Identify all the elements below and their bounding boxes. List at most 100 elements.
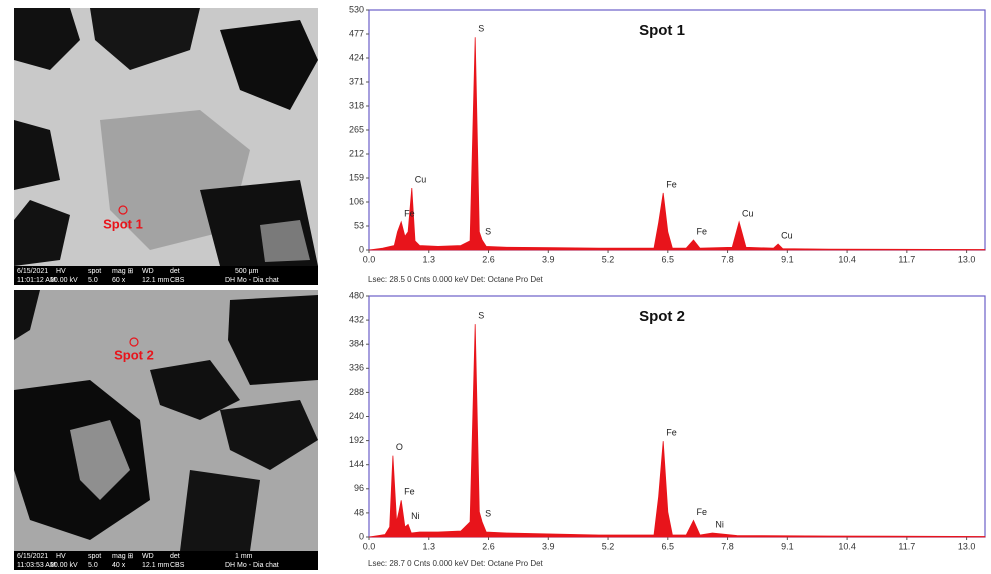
x-tick-label: 5.2 [602,541,615,551]
sem-image [14,8,318,285]
y-tick-label: 53 [354,220,364,230]
info-text: 500 µm [235,268,259,275]
spot-marker [129,337,139,347]
y-tick-label: 265 [349,124,364,134]
peak-label: O [396,442,403,452]
info-text: 1 mm [235,553,253,560]
peak-label: S [485,508,491,518]
info-text: DH Mo - Dia chat [225,562,279,569]
y-tick-label: 48 [354,507,364,517]
info-text: 20.00 kV [50,562,78,569]
y-tick-label: 212 [349,148,364,158]
y-tick-label: 384 [349,339,364,349]
x-tick-label: 7.8 [721,254,734,264]
pore [14,200,70,266]
pore [14,290,40,340]
x-tick-label: 10.4 [838,254,856,264]
y-tick-label: 530 [349,4,364,14]
x-tick-label: 2.6 [482,541,495,551]
x-tick-label: 7.8 [721,541,734,551]
info-text: WD [142,553,154,560]
y-tick-label: 318 [349,100,364,110]
y-tick-label: 336 [349,363,364,373]
info-text: 12.1 mm [142,562,169,569]
info-text: 20.00 kV [50,277,78,284]
info-text: WD [142,268,154,275]
x-tick-label: 0.0 [363,541,376,551]
chart-title: Spot 1 [639,22,685,39]
x-tick-label: 9.1 [781,541,794,551]
x-tick-label: 10.4 [838,541,856,551]
plot-frame [368,295,986,538]
grain [70,420,130,500]
y-tick-label: 424 [349,52,364,62]
peak-label: Fe [697,507,708,517]
info-text: CBS [170,562,185,569]
info-text: spot [88,268,101,275]
info-text: 11:01:12 AM [17,277,56,284]
info-text: HV [56,553,66,560]
info-bar [14,551,318,570]
peak-label: Fe [404,487,415,497]
spectrum [368,324,986,538]
spot-marker [118,205,128,215]
y-tick-label: 477 [349,28,364,38]
pore [180,470,260,551]
x-tick-label: 1.3 [423,254,436,264]
info-text: 5.0 [88,562,98,569]
info-text: mag ⊞ [112,268,134,275]
peak-label: S [485,226,491,236]
x-tick-label: 13.0 [958,541,976,551]
spectrum [368,37,986,251]
chart-footer: Lsec: 28.7 0 Cnts 0.000 keV Det: Octane … [368,559,544,568]
x-tick-label: 5.2 [602,254,615,264]
peak-label: Ni [411,511,420,521]
info-text: 6/15/2021 [17,268,48,275]
info-text: 40 x [112,562,126,569]
y-tick-label: 192 [349,435,364,445]
x-tick-label: 13.0 [958,254,976,264]
peak-label: Cu [742,208,754,218]
grain [260,220,310,262]
y-tick-label: 106 [349,196,364,206]
info-text: 60 x [112,277,126,284]
y-tick-label: 288 [349,387,364,397]
peak-label: S [478,310,484,320]
chart-title: Spot 2 [639,308,685,325]
x-tick-label: 3.9 [542,541,555,551]
peak-label: Fe [404,208,415,218]
x-tick-label: 6.5 [662,541,675,551]
y-tick-label: 480 [349,290,364,300]
x-tick-label: 6.5 [662,254,675,264]
pore [14,8,80,70]
info-text: 5.0 [88,277,98,284]
spot-label: Spot 1 [103,216,143,231]
x-tick-label: 11.7 [898,541,915,551]
x-tick-label: 3.9 [542,254,555,264]
peak-label: Cu [415,174,427,184]
y-tick-label: 240 [349,411,364,421]
x-tick-label: 0.0 [363,254,376,264]
y-tick-label: 371 [349,76,364,86]
y-tick-label: 96 [354,483,364,493]
x-tick-label: 11.7 [898,254,915,264]
info-text: 12.1 mm [142,277,169,284]
peak-label: Cu [781,230,793,240]
y-tick-label: 432 [349,314,364,324]
chart-footer: Lsec: 28.5 0 Cnts 0.000 keV Det: Octane … [368,275,544,284]
pore [220,20,318,110]
y-tick-label: 0 [359,244,364,254]
peak-label: Fe [666,179,677,189]
pore [90,8,200,70]
x-tick-label: 9.1 [781,254,794,264]
peak-label: Fe [697,226,708,236]
info-text: 6/15/2021 [17,553,48,560]
y-tick-label: 159 [349,172,364,182]
pore [220,400,318,470]
plot-frame [368,9,986,251]
info-text: det [170,268,180,275]
pore [228,295,318,385]
info-text: HV [56,268,66,275]
